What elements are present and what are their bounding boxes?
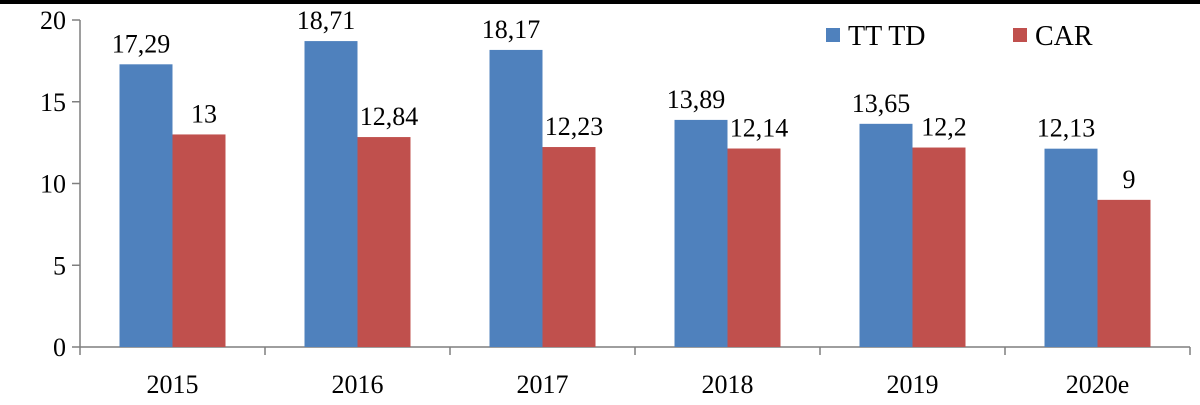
y-tick-label: 5	[53, 251, 66, 280]
x-tick-label: 2018	[702, 370, 754, 399]
y-tick-label: 0	[53, 333, 66, 362]
data-label: 13,89	[667, 85, 726, 114]
x-tick-label: 2016	[332, 370, 384, 399]
data-label: 12,23	[545, 112, 604, 141]
bar-tt-td	[674, 119, 728, 347]
legend-label: CAR	[1035, 21, 1093, 52]
data-label: 9	[1123, 165, 1136, 194]
bar-car	[542, 147, 596, 347]
legend-swatch	[1013, 28, 1027, 42]
bar-car	[727, 148, 781, 347]
data-label: 13,65	[852, 89, 911, 118]
x-tick-label: 2020e	[1066, 370, 1130, 399]
data-label: 18,17	[482, 15, 541, 44]
x-tick-label: 2019	[887, 370, 939, 399]
data-label: 17,29	[112, 29, 171, 58]
bar-tt-td	[489, 49, 543, 347]
data-label: 12,2	[921, 113, 967, 142]
y-tick-label: 20	[40, 6, 66, 35]
x-tick-label: 2017	[517, 370, 569, 399]
data-label: 12,13	[1037, 114, 1096, 143]
bar-car	[357, 137, 411, 347]
y-tick-label: 15	[40, 88, 66, 117]
legend: TT TD CAR	[826, 21, 1093, 52]
data-label: 12,84	[360, 102, 419, 131]
data-label: 12,14	[730, 114, 789, 143]
bars	[119, 41, 1151, 348]
legend-swatch	[826, 28, 840, 42]
bar-tt-td	[859, 123, 913, 347]
bar-tt-td	[304, 41, 358, 348]
data-label: 13	[191, 99, 217, 128]
bar-tt-td	[119, 64, 173, 347]
bar-car	[172, 134, 226, 347]
bar-car	[912, 147, 966, 347]
x-tick-label: 2015	[147, 370, 199, 399]
bar-car	[1097, 199, 1151, 347]
top-border	[0, 0, 1200, 4]
legend-label: TT TD	[848, 21, 926, 52]
y-tick-label: 10	[40, 170, 66, 199]
axes: 0 5 10 15 20 2015 2016 2017 2018 2019 2020e	[40, 6, 1191, 399]
data-labels: 17,29 18,71 18,17 13,89 13,65 12,13 13 12,84 12,…	[112, 6, 1136, 194]
bar-tt-td	[1044, 148, 1098, 347]
data-label: 18,71	[297, 6, 356, 35]
